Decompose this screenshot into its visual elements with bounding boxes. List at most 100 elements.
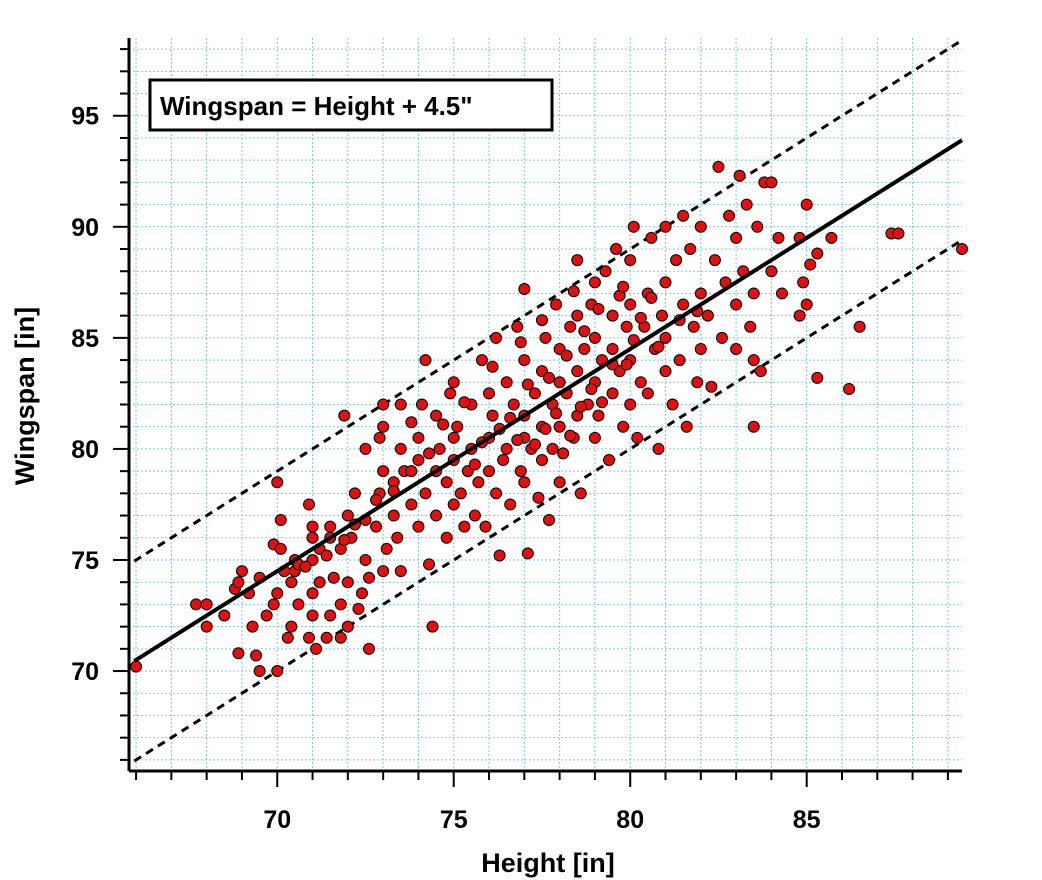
data-point <box>490 487 503 500</box>
data-point <box>444 387 457 400</box>
data-point <box>440 476 453 489</box>
data-point <box>535 314 548 327</box>
data-point <box>232 576 245 589</box>
data-point <box>253 665 266 678</box>
data-point <box>730 231 743 244</box>
data-point <box>825 231 838 244</box>
data-point <box>267 598 280 611</box>
data-point <box>765 176 778 189</box>
data-point <box>415 398 428 411</box>
data-point <box>694 220 707 233</box>
data-point <box>412 431 425 444</box>
data-point <box>338 533 351 546</box>
data-point <box>394 398 407 411</box>
annotation-border <box>148 78 554 132</box>
data-point <box>550 407 563 420</box>
data-point <box>285 620 298 633</box>
data-point <box>483 465 496 478</box>
data-point <box>606 342 619 355</box>
data-point <box>493 549 506 562</box>
data-point <box>546 442 559 455</box>
data-point <box>620 358 633 371</box>
data-point <box>673 354 686 367</box>
data-point <box>479 520 492 533</box>
data-point <box>200 620 213 633</box>
data-point <box>677 298 690 311</box>
data-point <box>412 454 425 467</box>
data-point <box>490 331 503 344</box>
data-point <box>306 520 319 533</box>
data-point <box>320 549 333 562</box>
axis-labels: Height [in] Wingspan [in] <box>10 307 615 878</box>
data-point <box>324 520 337 533</box>
data-point <box>528 438 541 451</box>
data-point <box>543 514 556 527</box>
data-point <box>543 371 556 384</box>
data-point <box>504 498 517 511</box>
data-point <box>391 531 404 544</box>
data-point <box>624 298 637 311</box>
data-point <box>535 454 548 467</box>
y-axis-title: Wingspan [in] <box>10 307 40 485</box>
data-point <box>765 265 778 278</box>
data-point <box>539 331 552 344</box>
data-point <box>303 631 316 644</box>
data-point <box>285 576 298 589</box>
data-point <box>645 231 658 244</box>
data-point <box>497 454 510 467</box>
data-point <box>641 387 654 400</box>
data-point <box>447 431 460 444</box>
data-point <box>246 620 259 633</box>
data-point <box>571 254 584 267</box>
data-point <box>373 431 386 444</box>
data-point <box>539 422 552 435</box>
data-point <box>599 265 612 278</box>
data-point <box>405 498 418 511</box>
data-point <box>595 396 608 409</box>
data-point <box>324 609 337 622</box>
data-point <box>250 649 263 662</box>
data-point <box>359 442 372 455</box>
data-point <box>521 378 534 391</box>
data-point <box>327 571 340 584</box>
data-point <box>645 291 658 304</box>
data-point <box>486 360 499 373</box>
data-point <box>775 287 788 300</box>
data-point <box>652 442 665 455</box>
data-point <box>606 387 619 400</box>
data-point <box>292 598 305 611</box>
data-point <box>747 287 760 300</box>
data-point <box>451 420 464 433</box>
data-point <box>341 576 354 589</box>
y-tick-label: 85 <box>71 325 99 353</box>
data-point <box>377 420 390 433</box>
data-point <box>571 309 584 322</box>
data-point <box>659 276 672 289</box>
data-point <box>659 365 672 378</box>
data-point <box>274 514 287 527</box>
data-point <box>377 565 390 578</box>
data-point <box>447 376 460 389</box>
data-point <box>800 298 813 311</box>
data-point <box>271 587 284 600</box>
data-point <box>733 169 746 182</box>
data-point <box>281 631 294 644</box>
data-point <box>655 309 668 322</box>
data-point <box>306 609 319 622</box>
data-point <box>341 509 354 522</box>
data-point <box>592 302 605 315</box>
data-point <box>560 349 573 362</box>
data-point <box>363 571 376 584</box>
data-point <box>617 420 630 433</box>
data-point <box>426 620 439 633</box>
data-point <box>440 531 453 544</box>
data-points <box>130 160 968 678</box>
data-point <box>518 476 531 489</box>
data-point <box>550 298 563 311</box>
data-point <box>588 276 601 289</box>
x-axis-title: Height [in] <box>481 848 614 878</box>
data-point <box>458 396 471 409</box>
data-point <box>334 631 347 644</box>
data-point <box>405 465 418 478</box>
data-point <box>694 287 707 300</box>
